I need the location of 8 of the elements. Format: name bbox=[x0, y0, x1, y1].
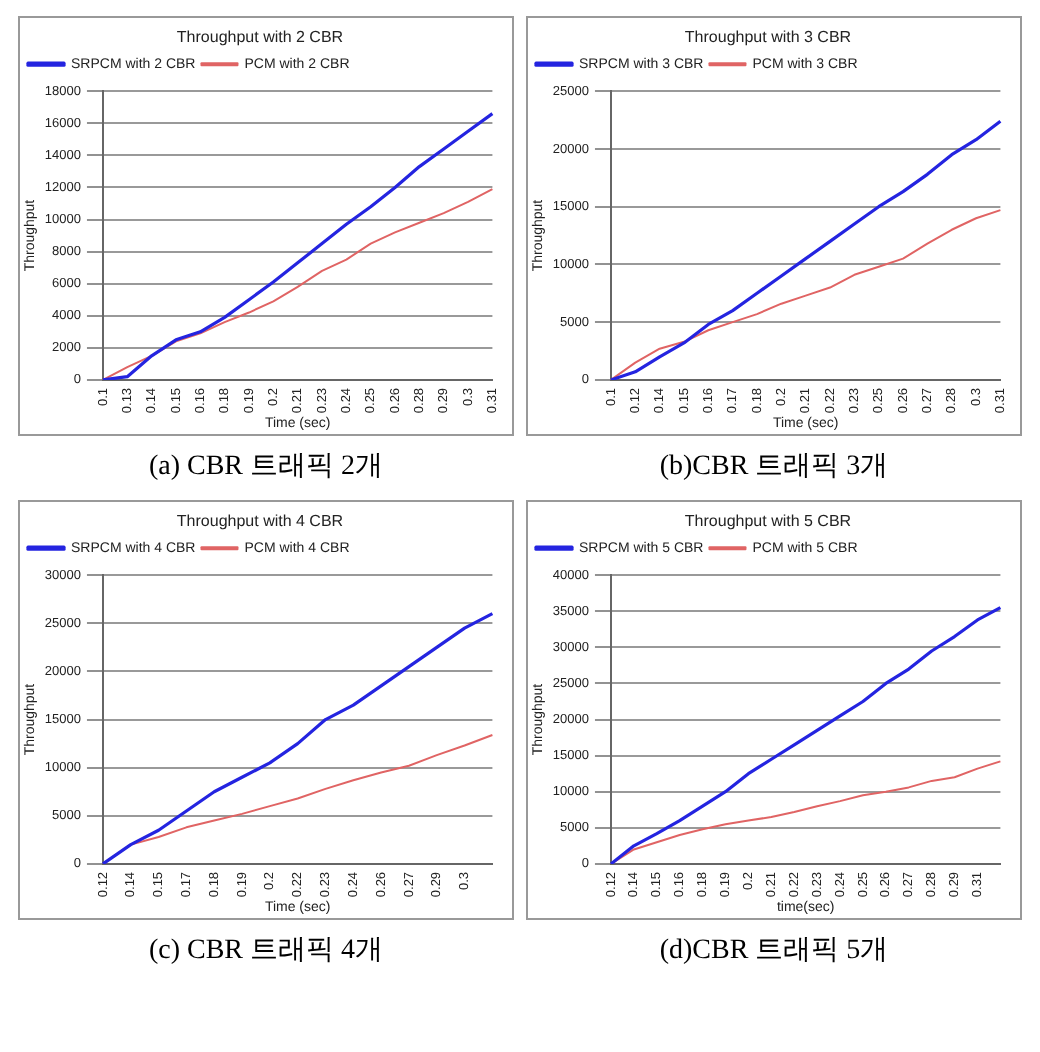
text: (c) CBR 트래픽 4개 bbox=[148, 934, 384, 970]
chart-title: Throughput with 3 CBR bbox=[684, 28, 852, 47]
chart-title: Throughput with 2 CBR bbox=[176, 28, 344, 47]
text: (d)CBR 트래픽 5개 bbox=[659, 934, 889, 970]
text: (b)CBR 트래픽 3개 bbox=[659, 450, 889, 486]
chart-title: Throughput with 4 CBR bbox=[176, 512, 344, 531]
text: (a) CBR 트래픽 2개 bbox=[148, 450, 384, 486]
chart-title: Throughput with 5 CBR bbox=[684, 512, 852, 531]
